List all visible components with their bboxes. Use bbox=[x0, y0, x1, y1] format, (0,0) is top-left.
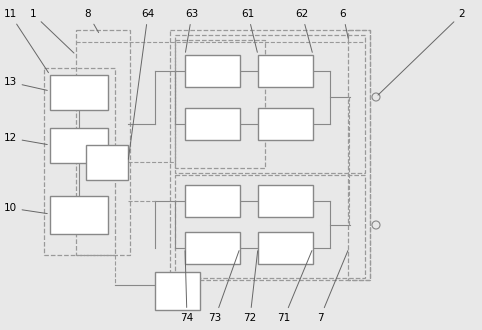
Text: 12: 12 bbox=[3, 133, 47, 145]
Bar bbox=[348, 30, 370, 280]
Bar bbox=[170, 30, 370, 280]
Text: 73: 73 bbox=[208, 250, 239, 323]
Bar bbox=[175, 175, 365, 278]
Bar bbox=[50, 196, 108, 234]
Bar bbox=[185, 185, 240, 217]
Bar bbox=[50, 128, 108, 163]
Bar bbox=[175, 40, 265, 168]
Bar bbox=[185, 108, 240, 140]
Text: 62: 62 bbox=[295, 9, 312, 52]
Bar bbox=[258, 55, 313, 87]
Text: 74: 74 bbox=[180, 251, 194, 323]
Text: 8: 8 bbox=[85, 9, 99, 33]
Text: 63: 63 bbox=[186, 9, 199, 52]
Text: 6: 6 bbox=[340, 9, 348, 39]
Text: 1: 1 bbox=[30, 9, 74, 53]
Text: 2: 2 bbox=[378, 9, 465, 95]
Bar bbox=[76, 30, 130, 255]
Bar bbox=[185, 55, 240, 87]
Bar bbox=[175, 35, 365, 173]
Text: 72: 72 bbox=[243, 251, 258, 323]
Text: 13: 13 bbox=[3, 77, 47, 90]
Text: 61: 61 bbox=[241, 9, 257, 52]
Bar bbox=[185, 232, 240, 264]
Bar bbox=[258, 108, 313, 140]
Bar bbox=[44, 68, 115, 255]
Bar bbox=[86, 145, 128, 180]
Text: 11: 11 bbox=[3, 9, 49, 73]
Text: 7: 7 bbox=[317, 250, 348, 323]
Bar bbox=[258, 232, 313, 264]
Text: 71: 71 bbox=[277, 250, 312, 323]
Text: 10: 10 bbox=[3, 203, 47, 214]
Bar bbox=[155, 272, 200, 310]
Bar bbox=[258, 185, 313, 217]
Bar bbox=[50, 75, 108, 110]
Text: 64: 64 bbox=[128, 9, 155, 159]
